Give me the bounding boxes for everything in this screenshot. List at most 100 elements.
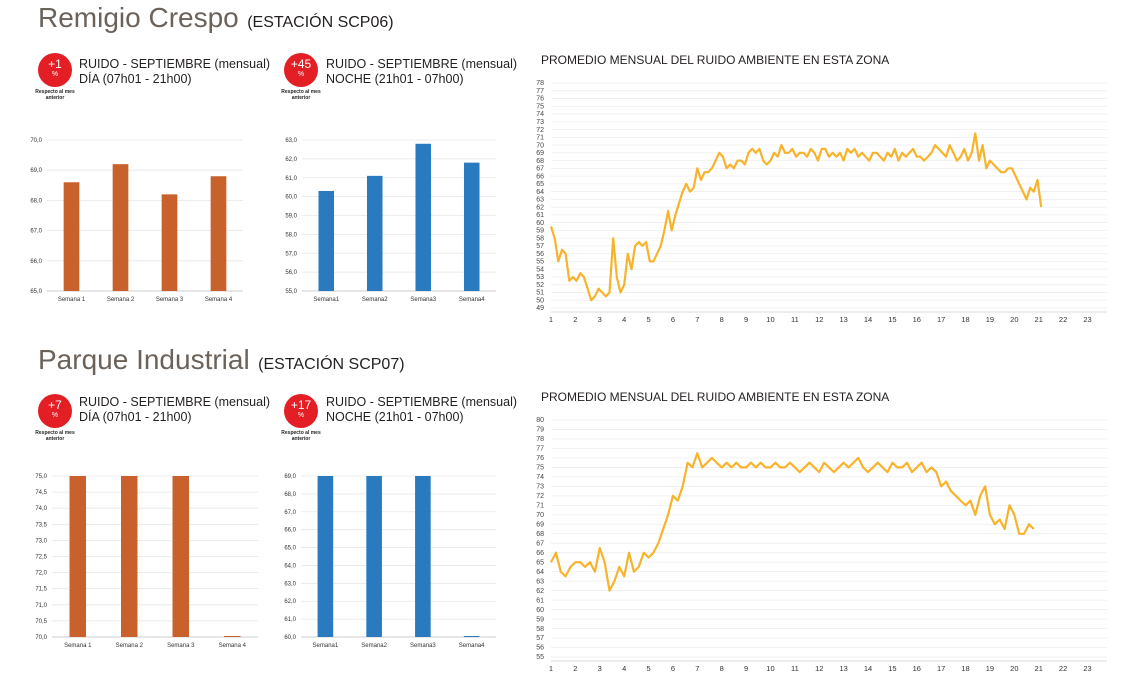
x-tick-label: Semana4 xyxy=(459,297,485,303)
heading-line-2: DÍA (07h01 - 21h00) xyxy=(79,410,192,424)
x-tick-label: 22 xyxy=(1059,315,1067,324)
y-tick-label: 56 xyxy=(536,251,544,258)
y-tick-label: 67 xyxy=(536,166,544,173)
heading-line-1: RUIDO - SEPTIEMBRE (mensual) xyxy=(326,395,518,409)
badge-value: +45 xyxy=(290,57,312,71)
x-tick-label: 20 xyxy=(1010,664,1018,673)
y-tick-label: 71 xyxy=(536,503,544,510)
x-tick-label: Semana1 xyxy=(313,643,339,649)
x-tick-label: 3 xyxy=(598,664,602,673)
x-tick-label: 15 xyxy=(888,315,896,324)
y-tick-label: 68 xyxy=(536,158,544,165)
station-title: Parque Industrial (ESTACIÓN SCP07) xyxy=(38,344,405,376)
y-tick-label: 70 xyxy=(536,142,544,149)
x-tick-label: 4 xyxy=(622,664,626,673)
y-tick-label: 62,0 xyxy=(284,599,296,605)
y-tick-label: 71,5 xyxy=(35,587,47,593)
bar xyxy=(415,476,431,637)
x-tick-label: 10 xyxy=(766,664,774,673)
station-title: Remigio Crespo (ESTACIÓN SCP06) xyxy=(38,2,394,34)
x-tick-label: 4 xyxy=(622,315,626,324)
y-tick-label: 61,0 xyxy=(285,176,297,182)
x-tick-label: 14 xyxy=(864,315,872,324)
bar xyxy=(69,476,86,637)
day-heading: RUIDO - SEPTIEMBRE (mensual) DÍA (07h01 … xyxy=(79,57,270,87)
night-heading: RUIDO - SEPTIEMBRE (mensual) NOCHE (21h0… xyxy=(326,57,517,87)
y-tick-label: 57 xyxy=(536,635,544,642)
y-tick-label: 76 xyxy=(536,96,544,103)
y-tick-label: 65 xyxy=(536,559,544,566)
y-tick-label: 80 xyxy=(536,417,544,424)
y-tick-label: 77 xyxy=(536,446,544,453)
line-chart-title: PROMEDIO MENSUAL DEL RUIDO AMBIENTE EN E… xyxy=(541,53,890,67)
heading-line-2: DÍA (07h01 - 21h00) xyxy=(79,72,192,86)
y-tick-label: 69 xyxy=(536,521,544,528)
heading-line-1: RUIDO - SEPTIEMBRE (mensual) xyxy=(79,395,271,409)
x-tick-label: Semana 3 xyxy=(156,297,184,303)
badge-note: Respecto al mes anterior xyxy=(35,89,75,101)
monthly-average-line-chart: 5556575859606162636465666768697071727374… xyxy=(536,417,1107,673)
y-tick-label: 68,0 xyxy=(30,198,42,204)
x-tick-label: Semana 2 xyxy=(107,297,135,303)
x-tick-label: 19 xyxy=(986,315,994,324)
y-tick-label: 71 xyxy=(536,135,544,142)
y-tick-label: 49 xyxy=(536,305,544,312)
y-tick-label: 55 xyxy=(536,259,544,266)
y-tick-label: 53 xyxy=(536,274,544,281)
x-tick-label: 8 xyxy=(720,315,724,324)
y-tick-label: 63 xyxy=(536,197,544,204)
station-scp06: Remigio Crespo (ESTACIÓN SCP06) +1 % Res… xyxy=(30,2,1107,324)
y-tick-label: 75 xyxy=(536,465,544,472)
x-tick-label: Semana 4 xyxy=(219,643,247,649)
y-tick-label: 73,0 xyxy=(35,538,47,544)
x-tick-label: 21 xyxy=(1035,664,1043,673)
y-tick-label: 79 xyxy=(536,427,544,434)
y-tick-label: 71,0 xyxy=(35,603,47,609)
x-tick-label: 12 xyxy=(815,315,823,324)
night-change-badge: +45 % xyxy=(284,53,318,87)
station-name: Parque Industrial xyxy=(38,344,250,375)
x-tick-label: 13 xyxy=(839,664,847,673)
series-line xyxy=(550,452,1035,592)
night-weekly-bar-chart: 55,0 56,0 57,0 58,0 59,0 60,0 61,0 62,0 63,0 Sema… xyxy=(285,138,496,303)
day-weekly-bar-chart: 70,0 70,5 71,0 71,5 72,0 72,5 73,0 73,5 74,0 74,5… xyxy=(35,474,258,649)
x-tick-label: 23 xyxy=(1083,664,1091,673)
y-tick-label: 73 xyxy=(536,119,544,126)
y-tick-label: 74 xyxy=(536,111,544,118)
y-tick-label: 75 xyxy=(536,103,544,110)
y-tick-label: 57 xyxy=(536,243,544,250)
y-tick-label: 64 xyxy=(536,189,544,196)
y-tick-label: 72 xyxy=(536,493,544,500)
y-tick-label: 74,0 xyxy=(35,506,47,512)
y-tick-label: 76 xyxy=(536,455,544,462)
y-tick-label: 63,0 xyxy=(285,138,297,144)
x-tick-label: 9 xyxy=(744,664,748,673)
y-tick-label: 65 xyxy=(536,181,544,188)
day-heading: RUIDO - SEPTIEMBRE (mensual) DÍA (07h01 … xyxy=(79,395,270,425)
station-name: Remigio Crespo xyxy=(38,2,239,33)
bar xyxy=(318,190,335,291)
x-tick-label: Semana 1 xyxy=(58,297,86,303)
y-tick-label: 61 xyxy=(536,212,544,219)
bar xyxy=(210,176,227,291)
x-tick-label: Semana3 xyxy=(410,643,436,649)
badge-note: Respecto al mes anterior xyxy=(281,89,321,101)
y-tick-label: 67 xyxy=(536,540,544,547)
bar xyxy=(366,476,382,637)
y-tick-label: 50 xyxy=(536,297,544,304)
heading-line-2: NOCHE (21h01 - 07h00) xyxy=(326,410,464,424)
x-tick-label: Semana2 xyxy=(362,297,388,303)
y-tick-label: 56,0 xyxy=(285,270,297,276)
y-tick-label: 63 xyxy=(536,578,544,585)
x-tick-label: 10 xyxy=(766,315,774,324)
y-tick-label: 78 xyxy=(536,80,544,87)
y-tick-label: 65,0 xyxy=(30,289,42,295)
x-tick-label: 11 xyxy=(791,664,799,673)
x-tick-label: 3 xyxy=(598,315,602,324)
y-tick-label: 69,0 xyxy=(284,474,296,480)
x-tick-label: 19 xyxy=(986,664,994,673)
bar xyxy=(63,182,80,291)
y-tick-label: 60,0 xyxy=(284,635,296,641)
y-tick-label: 70,0 xyxy=(30,138,42,144)
x-tick-label: 14 xyxy=(864,664,872,673)
